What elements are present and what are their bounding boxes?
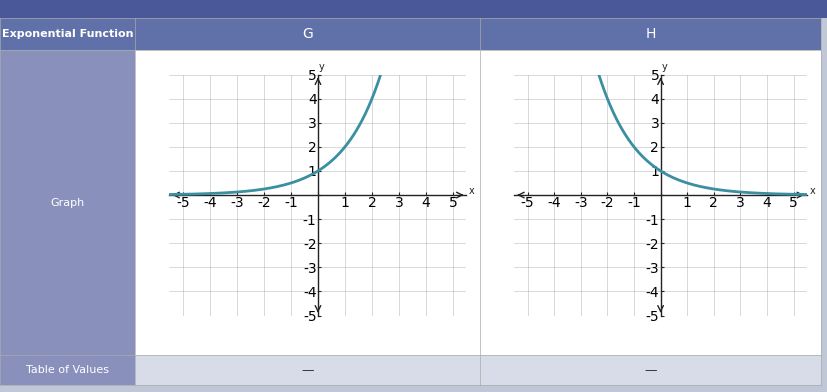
Text: x: x [809, 187, 815, 196]
Text: —: — [643, 364, 656, 377]
Text: Graph: Graph [50, 198, 84, 208]
Text: —: — [301, 364, 313, 377]
Text: y: y [318, 62, 324, 72]
Text: Table of Values: Table of Values [26, 365, 109, 375]
Text: H: H [644, 27, 655, 41]
Text: x: x [469, 187, 475, 196]
Text: Exponential Function: Exponential Function [2, 29, 133, 39]
Text: G: G [302, 27, 313, 41]
Text: y: y [661, 62, 667, 72]
